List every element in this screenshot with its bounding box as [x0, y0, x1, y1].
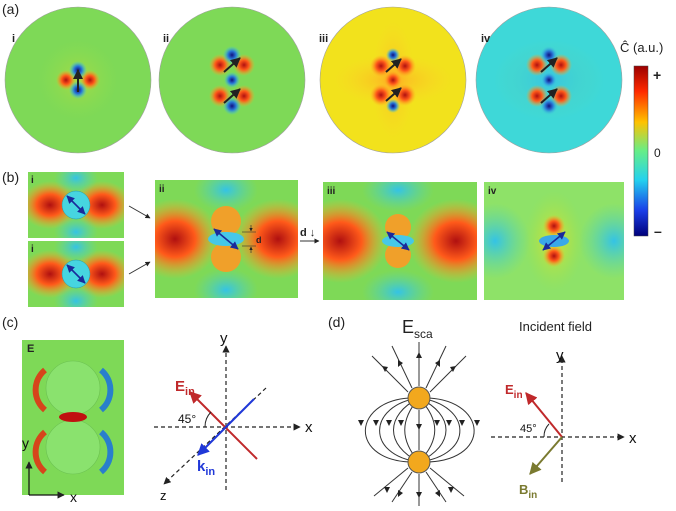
- d-axis-x: x: [629, 430, 637, 447]
- d-sphere-top: [407, 386, 431, 410]
- b-i-bottom-map: [28, 241, 124, 307]
- a-label-ii: ii: [163, 33, 169, 45]
- b-iii-map: [323, 182, 477, 300]
- d-b-in-label: Bin: [519, 482, 537, 501]
- panel-label-a: (a): [2, 1, 19, 17]
- c-coordinate-diagram: [154, 345, 301, 490]
- colorbar-zero: 0: [654, 146, 661, 160]
- colorbar: Ĉ (a.u.) + 0 –: [620, 40, 663, 239]
- c-axis-x: x: [305, 419, 313, 436]
- b-shift-label: d ↓: [300, 227, 315, 239]
- b-iv-map: [484, 182, 624, 300]
- b-arrow-bottom: [128, 261, 151, 275]
- c-angle: 45°: [178, 412, 196, 426]
- d-e-in-label: Ein: [505, 382, 523, 401]
- d-field-arrows: [358, 352, 480, 498]
- b-i-top-map: [28, 172, 124, 238]
- colorbar-plus: +: [653, 67, 661, 83]
- b-label-i-bottom: i: [31, 244, 34, 255]
- d-sphere-bottom: [407, 450, 431, 474]
- svg-text:Ein: Ein: [175, 378, 195, 398]
- a-iii-map: [320, 7, 466, 153]
- a-ii-map: [159, 7, 305, 153]
- c-map-axis-x: x: [70, 489, 77, 505]
- a-iv-map: [476, 7, 622, 153]
- svg-text:Ein: Ein: [505, 382, 523, 401]
- d-incident-title: Incident field: [519, 319, 592, 334]
- d-incident-diagram: [491, 355, 625, 482]
- d-esca-title: Esca: [402, 317, 433, 341]
- b-label-iii: iii: [327, 186, 336, 197]
- c-field-label: E: [27, 343, 34, 355]
- d-angle: 45°: [520, 423, 537, 435]
- b-label-iv: iv: [488, 186, 497, 197]
- b-arrow-top: [128, 205, 151, 219]
- a-label-iv: iv: [481, 33, 491, 45]
- panel-label-b: (b): [2, 169, 19, 185]
- b-gap-label: d: [256, 235, 262, 245]
- panel-label-d: (d): [328, 314, 345, 330]
- c-map-axis-y: y: [22, 435, 29, 451]
- a-label-iii: iii: [319, 33, 328, 45]
- colorbar-minus: –: [654, 223, 662, 239]
- c-k-in-label: kin: [197, 458, 215, 478]
- svg-text:Esca: Esca: [402, 317, 433, 341]
- c-axis-y: y: [220, 330, 228, 347]
- c-map-axes: [25, 461, 65, 499]
- b-label-ii: ii: [159, 184, 165, 195]
- c-axis-z: z: [160, 488, 167, 503]
- svg-text:kin: kin: [197, 458, 215, 478]
- d-axis-y: y: [556, 347, 564, 364]
- svg-text:Bin: Bin: [519, 482, 537, 501]
- b-label-i-top: i: [31, 175, 34, 186]
- c-e-in-label: Ein: [175, 378, 195, 398]
- c-field-map: [22, 340, 124, 495]
- a-i-map: [5, 7, 151, 153]
- b-ii-map: [155, 180, 298, 298]
- a-label-i: i: [12, 33, 15, 45]
- panel-label-c: (c): [2, 314, 18, 330]
- colorbar-title: Ĉ (a.u.): [620, 40, 663, 55]
